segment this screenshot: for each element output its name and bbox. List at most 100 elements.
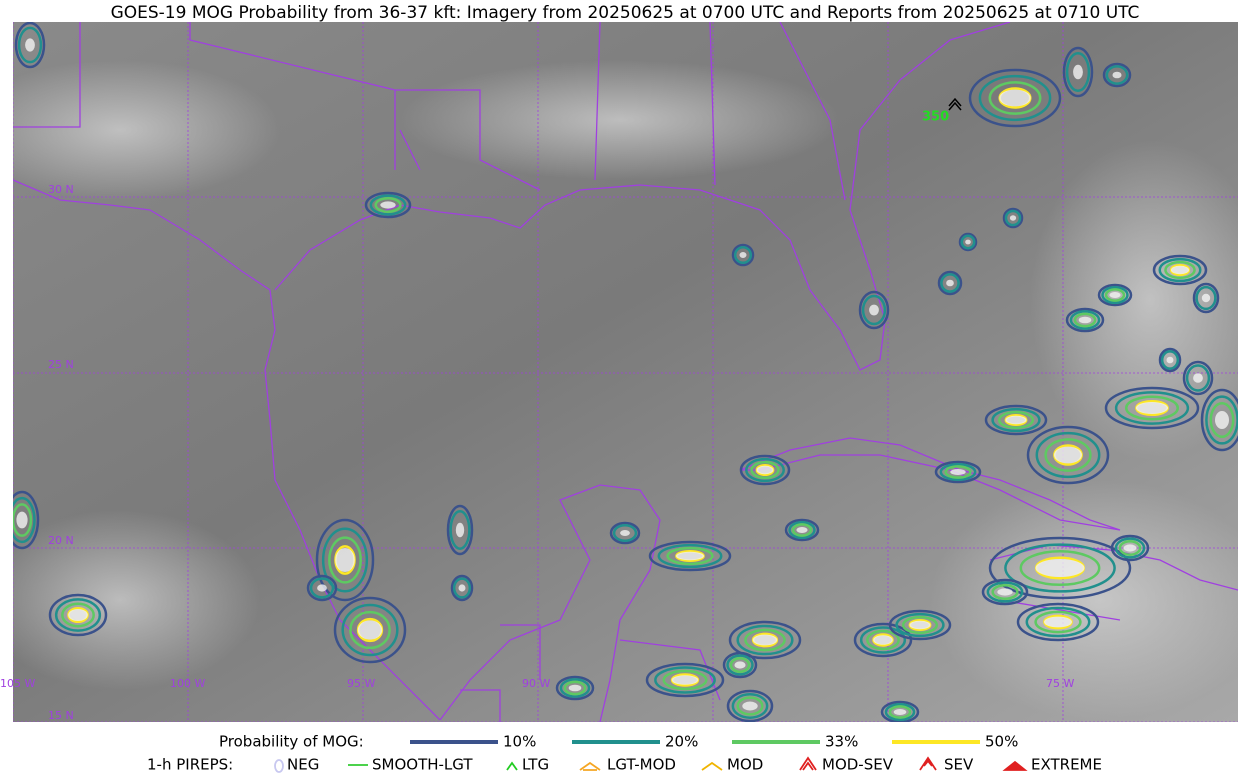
mog-contour: [984, 404, 1048, 436]
coastline: [439, 484, 661, 722]
mod-icon: [701, 761, 723, 771]
mog-contour: [13, 496, 36, 544]
convective-core: [317, 584, 327, 592]
mog-contour: [1205, 395, 1238, 445]
legend-label: MOD: [727, 756, 763, 774]
mog-contour: [321, 527, 369, 593]
convective-core: [1044, 616, 1072, 628]
convective-core: [1201, 293, 1211, 303]
lon-label: 105 W: [0, 677, 35, 690]
convective-core: [380, 201, 396, 209]
coastline: [13, 179, 441, 721]
cloud: [13, 510, 260, 690]
mog-contour: [988, 81, 1042, 115]
mog-contour: [988, 536, 1132, 600]
mog-contour: [452, 577, 472, 599]
extreme-icon: [1002, 760, 1028, 771]
convective-core: [739, 252, 747, 258]
lgt-mod-icon: [579, 761, 601, 771]
convective-core: [869, 304, 879, 316]
convective-core: [676, 551, 704, 561]
mog-contour: [861, 294, 887, 326]
mog-contour: [1035, 431, 1101, 479]
mog-contour: [341, 603, 399, 657]
mog-contour: [1114, 391, 1190, 425]
legend-label: SMOOTH-LGT: [372, 756, 473, 774]
lat-label: 15 N: [48, 709, 74, 722]
mog-contour: [1073, 312, 1097, 328]
mog-contour: [791, 523, 813, 537]
mog-contour: [1065, 52, 1091, 92]
lon-label: 75 W: [1046, 677, 1074, 690]
mog-contour: [784, 518, 820, 542]
mog-contour: [1124, 395, 1180, 421]
mog-contour: [333, 596, 407, 664]
convective-core: [1123, 544, 1137, 552]
mog-contour: [733, 245, 753, 265]
mog-contour: [981, 578, 1029, 606]
mog-contour: [736, 624, 794, 656]
legend-label: LTG: [522, 756, 549, 774]
convective-core: [1193, 373, 1203, 383]
mog-contour: [788, 520, 816, 540]
mog-contour: [940, 273, 960, 293]
convective-core: [16, 511, 28, 529]
mog-contour: [958, 232, 978, 252]
mog-contour: [61, 602, 95, 628]
convective-core: [1035, 559, 1085, 577]
mog-contour: [559, 678, 591, 698]
convective-core: [1112, 71, 1122, 79]
convective-core: [752, 634, 778, 646]
mog-contour: [1209, 401, 1235, 439]
mog-contour: [853, 622, 913, 658]
mog-contour: [450, 574, 474, 602]
lat-label: 30 N: [48, 183, 74, 196]
convective-core: [458, 584, 466, 592]
mog-contour: [859, 626, 907, 654]
mog-contour: [609, 521, 641, 545]
mog-contour: [555, 675, 595, 701]
map: 350: [13, 22, 1238, 722]
convective-core: [25, 38, 35, 52]
convective-core: [1135, 402, 1169, 414]
mog-contour: [1105, 65, 1129, 85]
cloud: [930, 480, 1238, 720]
convective-core: [946, 279, 954, 287]
mog-contour: [309, 577, 335, 599]
mog-contour: [978, 74, 1052, 122]
legend-title: Probability of MOG:: [219, 733, 364, 751]
mog-contour: [991, 584, 1019, 600]
mog-contour: [328, 536, 362, 584]
mog-contour: [648, 540, 732, 572]
mog-contour: [654, 666, 716, 694]
convective-core: [620, 530, 630, 536]
mog-contour: [729, 657, 751, 673]
legend-label: NEG: [287, 756, 319, 774]
mog-contour: [944, 465, 972, 479]
legend-label: 10%: [503, 733, 536, 751]
convective-core: [671, 675, 699, 685]
mog-contour: [745, 457, 785, 483]
convective-core: [756, 465, 774, 475]
mog-contour: [1101, 285, 1129, 305]
legend-label: 33%: [825, 733, 858, 751]
mog-contour: [14, 22, 46, 69]
legend-label: LGT-MOD: [607, 756, 676, 774]
title: GOES-19 MOG Probability from 36-37 kft: …: [111, 3, 1140, 23]
mog-contour: [888, 609, 952, 641]
mog-contour: [1102, 62, 1132, 88]
mog-contour: [895, 612, 945, 638]
mog-contour: [1152, 254, 1208, 286]
mog-contour: [1025, 606, 1091, 638]
mod-sev-icon: [799, 756, 817, 771]
sev-icon: [919, 756, 937, 771]
coastline: [739, 437, 1121, 531]
mog-contour: [315, 518, 375, 602]
mog-contour: [449, 510, 471, 550]
legend-label: MOD-SEV: [822, 756, 894, 774]
mog-contour: [884, 702, 916, 722]
mog-contour: [739, 454, 791, 486]
mog-contour: [934, 460, 982, 484]
